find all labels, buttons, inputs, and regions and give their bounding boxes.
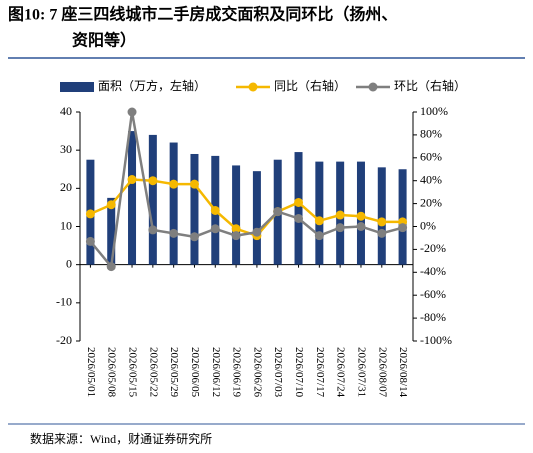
point (127, 107, 137, 117)
y-tick-label: 20 (60, 180, 72, 194)
legend-label: 同比（右轴） (274, 78, 346, 93)
legend-label: 面积（万方，左轴） (98, 78, 206, 93)
point (377, 217, 387, 227)
point (127, 175, 137, 185)
line (89, 178, 403, 238)
bar (169, 142, 178, 265)
x-tick-label: 2026/08/07 (376, 347, 388, 398)
x-tick-label: 2026/05/29 (168, 347, 180, 398)
point (231, 224, 241, 234)
point (210, 224, 220, 234)
y-tick-label: 30 (60, 142, 72, 156)
point (294, 213, 304, 223)
bar (252, 171, 261, 265)
point (148, 176, 158, 186)
point (85, 209, 95, 219)
bar (128, 131, 137, 265)
x-tick-label: 2026/05/08 (106, 347, 118, 398)
y2-tick-label: -80% (420, 310, 446, 324)
y-tick-label: 0 (66, 256, 72, 270)
x-tick-label: 2026/05/01 (85, 347, 97, 397)
bar (294, 152, 303, 265)
y2-tick-label: 100% (420, 104, 448, 118)
y2-tick-label: 0% (420, 218, 436, 232)
point (294, 197, 304, 207)
bar (107, 197, 116, 265)
x-tick-label: 2026/06/19 (231, 347, 243, 398)
x-tick-label: 2026/07/24 (335, 347, 347, 398)
bar (315, 161, 324, 265)
point (106, 262, 116, 272)
x-tick-label: 2026/07/03 (272, 347, 284, 398)
y-tick-label: 40 (60, 104, 72, 118)
legend-swatch (368, 82, 378, 92)
y2-tick-label: 80% (420, 127, 442, 141)
point (314, 216, 324, 226)
point (85, 236, 95, 246)
bar (377, 167, 386, 265)
y2-tick-label: 60% (420, 150, 442, 164)
point (273, 207, 283, 217)
point (148, 225, 158, 235)
point (189, 179, 199, 189)
point (335, 210, 345, 220)
x-tick-label: 2026/07/31 (355, 347, 367, 397)
point (356, 211, 366, 221)
x-tick-label: 2026/05/22 (147, 347, 159, 397)
point (252, 227, 262, 237)
x-tick-label: 2026/07/17 (314, 347, 326, 398)
point (169, 179, 179, 189)
point (398, 223, 408, 233)
y2-tick-label: -60% (420, 287, 446, 301)
source: 数据来源：Wind，财通证券研究所 (30, 431, 212, 446)
chart-title: 图10: 7 座三四线城市二手房成交面积及同环比（扬州、 (8, 5, 397, 24)
point (335, 223, 345, 233)
y2-tick-label: -100% (420, 333, 452, 347)
legend-swatch (60, 82, 94, 92)
y-tick-label: -10 (56, 295, 72, 309)
x-tick-label: 2026/08/14 (397, 347, 409, 398)
point (189, 232, 199, 242)
y2-tick-label: 20% (420, 195, 442, 209)
point (356, 222, 366, 231)
x-tick-label: 2026/06/12 (210, 347, 222, 397)
x-tick-label: 2026/05/15 (127, 347, 139, 398)
point (231, 231, 241, 241)
point (210, 205, 220, 215)
bar (148, 134, 157, 265)
point (106, 200, 116, 210)
x-tick-label: 2026/06/26 (251, 347, 263, 398)
point (377, 228, 387, 238)
point (314, 231, 324, 241)
y2-tick-label: 40% (420, 172, 442, 186)
y2-tick-label: -20% (420, 241, 446, 255)
y-tick-label: -20 (56, 333, 72, 347)
chart-title: 资阳等） (72, 31, 136, 50)
x-tick-label: 2026/06/05 (189, 347, 201, 398)
line (89, 111, 403, 270)
bar (398, 169, 407, 265)
y2-tick-label: -40% (420, 264, 446, 278)
bar (190, 153, 199, 265)
legend-label: 环比（右轴） (394, 78, 466, 93)
bar (232, 165, 241, 265)
x-tick-label: 2026/07/10 (293, 347, 305, 398)
y-tick-label: 10 (60, 218, 72, 232)
legend-swatch (248, 82, 258, 92)
point (169, 228, 179, 238)
